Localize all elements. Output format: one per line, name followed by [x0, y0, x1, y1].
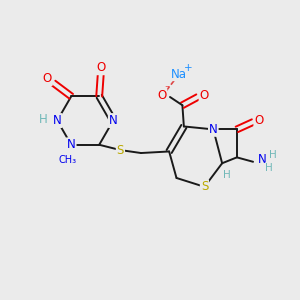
Text: O: O: [96, 61, 105, 74]
Text: N: N: [109, 114, 118, 127]
Text: N: N: [67, 138, 76, 151]
Text: H: H: [39, 112, 47, 126]
Text: S: S: [117, 144, 124, 157]
Text: ⁻: ⁻: [164, 85, 170, 94]
Text: H: H: [269, 150, 277, 160]
Text: S: S: [201, 180, 208, 193]
Text: CH₃: CH₃: [58, 155, 77, 165]
Text: N: N: [209, 123, 218, 136]
Text: +: +: [184, 63, 193, 73]
Text: H: H: [223, 170, 230, 180]
Text: O: O: [200, 89, 209, 102]
Text: N: N: [257, 153, 266, 166]
Text: Na: Na: [171, 68, 187, 80]
Text: O: O: [254, 114, 264, 127]
Text: H: H: [266, 163, 273, 173]
Text: N: N: [53, 114, 62, 127]
Text: O: O: [43, 72, 52, 85]
Text: O: O: [157, 89, 167, 102]
